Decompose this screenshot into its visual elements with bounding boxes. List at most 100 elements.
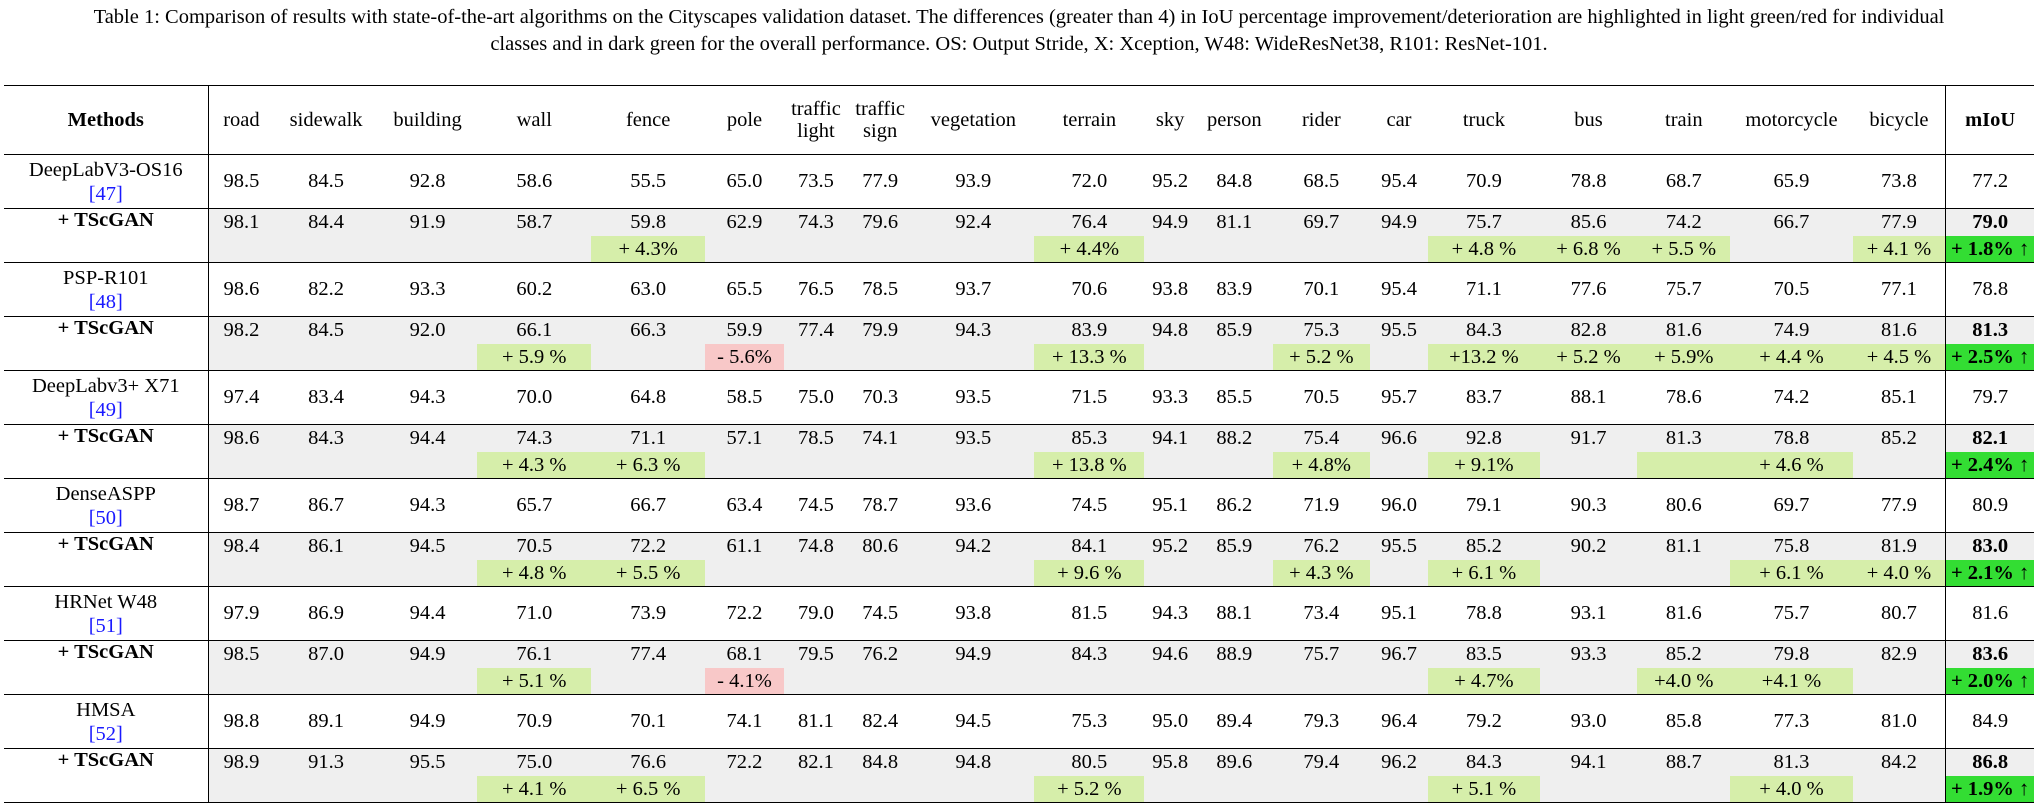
baseline-row: HRNet W48 [51] 97.9 86.9 94.4 71.0 73.9 72.2 79.…	[4, 586, 2034, 641]
difference-cell	[1852, 668, 1946, 695]
baseline-row: PSP-R101 [48] 98.6 82.2 93.3 60.2 63.0 65.5 76.5…	[4, 262, 2034, 317]
baseline-value: 60.2	[516, 278, 553, 300]
header-class-18: bicycle	[1852, 85, 1946, 155]
difference-cell	[848, 344, 913, 371]
difference-cell	[274, 776, 378, 803]
tscgan-value: 81.3	[1637, 424, 1731, 452]
header-row: Methods road sidewalk building wall fence pol…	[4, 85, 2034, 155]
tscgan-value: 88.9	[1196, 640, 1273, 668]
tscgan-miou: 86.8	[1945, 748, 2034, 776]
difference-cell: + 4.1 %	[1852, 236, 1946, 263]
baseline-value: 64.8	[630, 386, 667, 408]
baseline-value: 97.9	[207, 586, 275, 641]
difference-cell: + 9.6 %	[1034, 560, 1145, 587]
difference-cell: + 4.0 %	[1730, 776, 1853, 803]
table-caption: Table 1: Comparison of results with stat…	[4, 4, 2034, 58]
difference-cell	[912, 560, 1035, 587]
tscgan-value: 84.3	[1034, 640, 1145, 668]
results-table: Methods road sidewalk building wall fence pol…	[4, 85, 2034, 803]
baseline-value: 70.9	[516, 710, 553, 732]
baseline-value: 77.9	[862, 170, 899, 192]
table-body: DeepLabV3-OS16 [47] 98.5 84.5 92.8 58.6 55.5 65…	[4, 154, 2034, 803]
difference-cell: + 5.5 %	[591, 560, 706, 587]
baseline-value: 65.7	[516, 494, 553, 516]
tscgan-value: 68.1	[705, 640, 784, 668]
header-class-14: truck	[1428, 85, 1540, 155]
citation-link[interactable]: [49]	[88, 398, 123, 421]
tscgan-value: 96.2	[1370, 748, 1428, 776]
baseline-value: 93.1	[1570, 602, 1607, 624]
caption-line-1: Table 1: Comparison of results with stat…	[93, 6, 1945, 28]
tscgan-value: 91.7	[1539, 424, 1638, 452]
difference-cell	[1539, 560, 1638, 587]
tscgan-value: 87.0	[274, 640, 378, 668]
tscgan-value: 94.1	[1539, 748, 1638, 776]
baseline-value: 77.1	[1881, 278, 1917, 300]
tscgan-value: 95.5	[1370, 532, 1428, 560]
difference-cell	[848, 452, 913, 479]
citation-link[interactable]: [51]	[88, 614, 123, 637]
baseline-value: 90.3	[1570, 494, 1607, 516]
header-class-text: traffic	[791, 98, 841, 120]
baseline-value: 86.9	[308, 602, 345, 624]
citation-link[interactable]: [48]	[88, 290, 123, 313]
citation-link[interactable]: [52]	[88, 722, 123, 745]
tscgan-value: 94.5	[377, 532, 478, 560]
baseline-value: 77.6	[1570, 278, 1607, 300]
citation-link[interactable]: [47]	[88, 182, 123, 205]
tscgan-value: 98.5	[207, 640, 275, 668]
difference-cell: + 5.1 %	[1428, 776, 1540, 803]
difference-row: + 4.3% + 4.4% + 4.8 % + 6.8 % + 5.5 % + 4.1 %…	[4, 236, 2034, 263]
header-class-text: vegetation	[930, 109, 1017, 131]
baseline-value: 68.5	[1303, 170, 1340, 192]
difference-cell: +4.0 %	[1637, 668, 1731, 695]
baseline-value: 72.2	[726, 602, 763, 624]
difference-cell	[1370, 452, 1428, 479]
difference-cell	[1370, 560, 1428, 587]
tscgan-value: 76.2	[848, 640, 913, 668]
difference-cell	[1196, 776, 1273, 803]
difference-cell	[783, 776, 849, 803]
baseline-value: 95.1	[1152, 494, 1189, 516]
baseline-value: 63.0	[630, 278, 667, 300]
difference-cell	[1196, 344, 1273, 371]
difference-cell	[783, 560, 849, 587]
difference-cell	[377, 452, 478, 479]
tscgan-value: 75.7	[1428, 208, 1540, 236]
difference-cell	[783, 344, 849, 371]
header-class-12: rider	[1272, 85, 1370, 155]
difference-cell	[1370, 236, 1428, 263]
tscgan-value: 93.3	[1539, 640, 1638, 668]
difference-cell	[207, 452, 275, 479]
difference-cell	[1637, 452, 1731, 479]
tscgan-value: 94.9	[1370, 208, 1428, 236]
baseline-miou: 80.9	[1945, 478, 2034, 533]
baseline-value: 77.3	[1773, 710, 1810, 732]
baseline-value: 93.9	[955, 170, 992, 192]
tscgan-value: 80.5	[1034, 748, 1145, 776]
header-class-15: bus	[1539, 85, 1638, 155]
header-class-17: motorcycle	[1730, 85, 1853, 155]
baseline-value: 83.4	[308, 386, 345, 408]
method-cell: HMSA [52]	[4, 695, 208, 749]
header-class-text: light	[797, 120, 835, 142]
baseline-value: 74.1	[726, 710, 763, 732]
baseline-row: DeepLabV3-OS16 [47] 98.5 84.5 92.8 58.6 55.5 65…	[4, 154, 2034, 209]
difference-cell	[1539, 452, 1638, 479]
difference-cell	[1144, 344, 1197, 371]
tscgan-value: 85.2	[1637, 640, 1731, 668]
difference-cell: + 6.5 %	[591, 776, 706, 803]
difference-cell: +13.2 %	[1428, 344, 1540, 371]
difference-cell	[1144, 668, 1197, 695]
tscgan-value: 80.6	[848, 532, 913, 560]
difference-cell	[207, 668, 275, 695]
difference-cell	[912, 344, 1035, 371]
baseline-value: 65.0	[726, 170, 763, 192]
citation-link[interactable]: [50]	[88, 506, 123, 529]
tscgan-value: 71.1	[591, 424, 706, 452]
tscgan-value: 76.6	[591, 748, 706, 776]
difference-cell	[1196, 668, 1273, 695]
tscgan-miou: 81.3	[1945, 316, 2034, 344]
paper-page: Table 1: Comparison of results with stat…	[4, 4, 2034, 803]
baseline-value: 78.7	[862, 494, 899, 516]
